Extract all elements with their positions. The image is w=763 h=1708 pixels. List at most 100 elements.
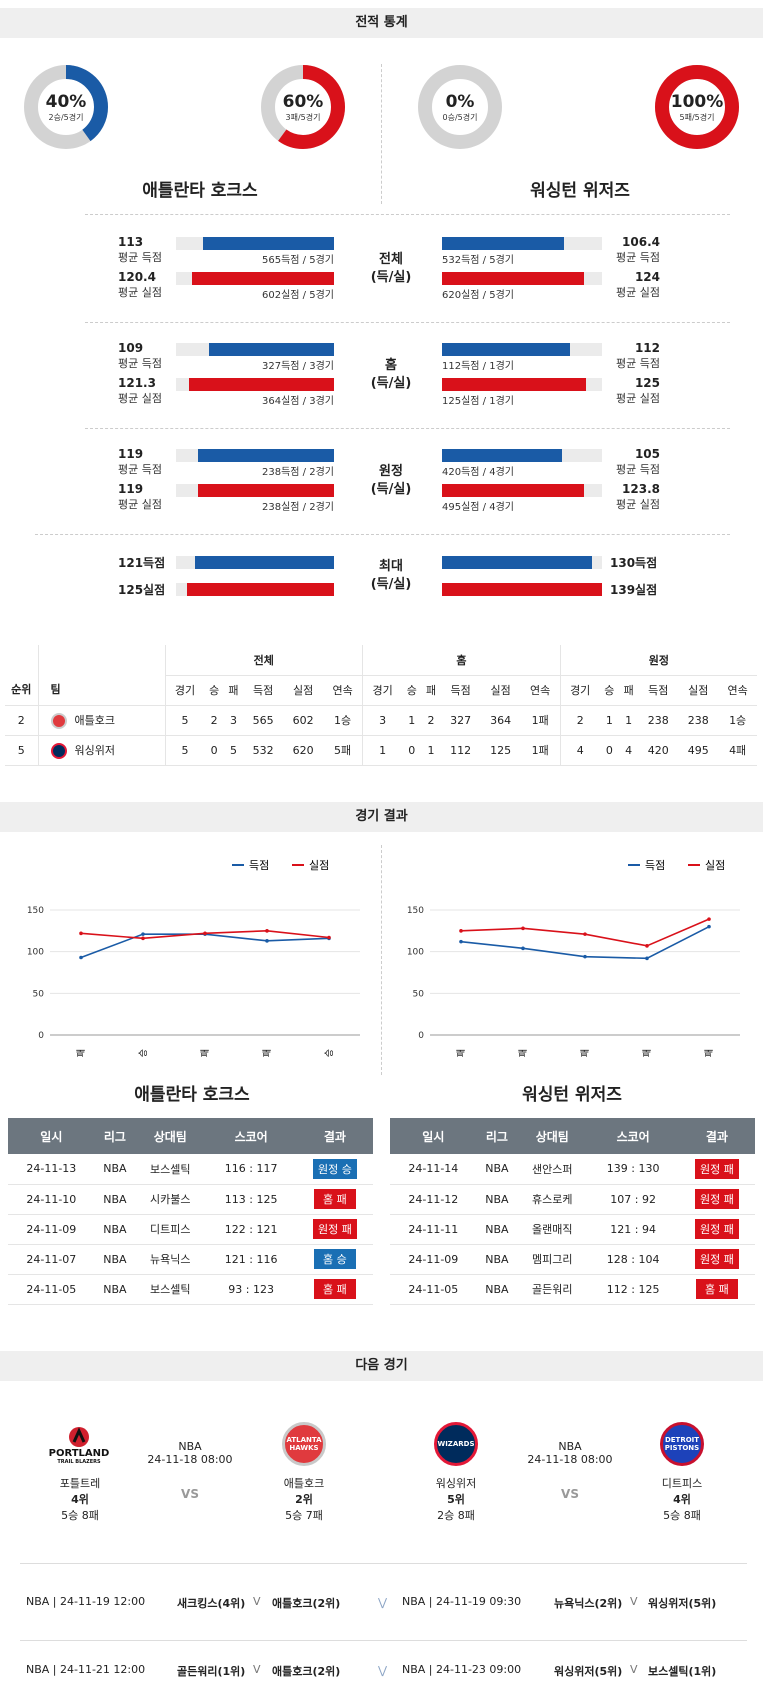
schedule-left-vs: V [253, 1595, 261, 1608]
next-right-home: 워싱위저 5위 2승 8패 [435, 1477, 477, 1522]
left-win-sub: 2승/5경기 [48, 113, 84, 122]
results-score: 121 : 116 [205, 1244, 297, 1275]
results-header: 스코어 [587, 1118, 679, 1154]
result-badge: 원정 패 [695, 1219, 739, 1239]
left-lost-text: 602실점 / 5경기 [262, 290, 334, 301]
results-score: 93 : 123 [205, 1274, 297, 1305]
standings-row: 2 애틀호크 5 2 3 565 602 1승 3 1 2 327 364 1패 2 1 1 238 238 1승 [5, 705, 757, 736]
divider [85, 214, 730, 215]
schedule-right-info: NBA | 24-11-19 09:30 [402, 1595, 522, 1608]
wizards-logo-icon [50, 742, 67, 759]
result-badge: 홈 패 [313, 1279, 356, 1299]
results-row: 24-11-12 NBA 휴스로케 107 : 92 원정 패 [390, 1184, 755, 1215]
stat-cell: 5패 [323, 735, 364, 766]
right-avg-lost: 124 [634, 270, 660, 284]
legend-label: 득점 [249, 859, 269, 872]
team-name[interactable]: 워싱위저 [74, 743, 115, 757]
schedule-left-team-b[interactable]: 애틀호크(2위) [272, 1597, 341, 1610]
stat-cell: 3 [362, 705, 403, 736]
results-opp: 휴스로케 [517, 1184, 588, 1215]
results-league: NBA [476, 1154, 518, 1185]
stat-cell: 327 [440, 705, 481, 736]
max-left-score: 121득점 [118, 556, 166, 570]
wizards-logo-icon-next: WIZARDS [434, 1422, 478, 1466]
left-win-donut [24, 65, 108, 149]
results-league: NBA [476, 1214, 518, 1245]
schedule-left-team-a[interactable]: 새크킹스(4위) [177, 1597, 246, 1610]
team-name[interactable]: 애틀호크 [74, 713, 115, 727]
right-score-text: 112득점 / 1경기 [442, 361, 514, 372]
stat-cell: 1승 [323, 705, 364, 736]
hawks-logo-icon [50, 712, 67, 729]
chevron-down-icon: ⋁ [378, 1664, 388, 1677]
x-tick-label: 패 [642, 1049, 653, 1057]
schedule-right-team-a[interactable]: 워싱위저(5위) [554, 1665, 623, 1678]
data-point [645, 944, 649, 948]
results-header: 결과 [296, 1118, 373, 1154]
right-score-text: 420득점 / 4경기 [442, 467, 514, 478]
results-score: 128 : 104 [587, 1244, 679, 1275]
stat-group-label: 원정 (득/실) [370, 464, 412, 497]
schedule-right-team-b[interactable]: 워싱위저(5위) [648, 1597, 717, 1610]
schedule-right-vs: V [630, 1663, 638, 1676]
next-right-away: 디트피스 4위 5승 8패 [661, 1477, 703, 1522]
group-away: 원정 [560, 645, 757, 676]
stat-cell: 125 [480, 735, 521, 766]
results-date: 24-11-12 [390, 1184, 477, 1215]
left-avg-lost-label: 평균 실점 [118, 286, 162, 299]
result-badge: 원정 패 [695, 1249, 739, 1269]
stat-cell: 4 [560, 735, 600, 766]
results-header: 리그 [476, 1118, 518, 1154]
right-lost-text: 125실점 / 1경기 [442, 396, 514, 407]
results-header: 상대팀 [517, 1118, 588, 1154]
results-result: 원정 패 [678, 1184, 755, 1215]
schedule-left-team-b[interactable]: 애틀호크(2위) [272, 1665, 341, 1678]
result-badge: 원정 승 [313, 1158, 357, 1179]
results-opp: 올랜매직 [517, 1214, 588, 1245]
schedule-right-team-b[interactable]: 보스셀틱(1위) [648, 1665, 717, 1678]
schedule-right-team-a[interactable]: 뉴욕닉스(2위) [554, 1597, 623, 1610]
results-date: 24-11-09 [390, 1244, 477, 1275]
group-home: 홈 [362, 645, 561, 676]
results-header: 스코어 [205, 1118, 297, 1154]
results-row: 24-11-10 NBA 시카불스 113 : 125 홈 패 [8, 1184, 373, 1215]
results-league: NBA [476, 1274, 518, 1305]
schedule-right-info: NBA | 24-11-23 09:00 [402, 1663, 522, 1676]
stat-cell: 620 [283, 735, 324, 766]
team-cell: 워싱위저 [38, 735, 166, 766]
rank-cell: 2 [5, 705, 39, 736]
y-tick-label: 150 [27, 906, 44, 916]
results-league: NBA [94, 1184, 136, 1215]
pistons-logo-icon: DETROIT PISTONS [660, 1422, 704, 1466]
result-badge: 홈 패 [695, 1279, 738, 1299]
stat-cell: 1 [362, 735, 403, 766]
results-score: 112 : 125 [587, 1274, 679, 1305]
x-tick-label: 패 [200, 1049, 211, 1057]
legend-label: 득점 [645, 859, 665, 872]
results-opp: 시카불스 [135, 1184, 206, 1215]
right-score-bar [442, 449, 562, 462]
results-date: 24-11-07 [8, 1244, 95, 1275]
results-result: 홈 승 [296, 1244, 373, 1275]
subheader-cell: 패 [223, 675, 244, 706]
subheader-cell: 득점 [440, 675, 481, 706]
x-tick-label: 패 [580, 1049, 591, 1057]
results-score: 122 : 121 [205, 1214, 297, 1245]
results-header: 일시 [8, 1118, 95, 1154]
left-avg-lost-label: 평균 실점 [118, 498, 162, 511]
left-results-chart: 득점 실점 0 50 100 150 패 승 패 패 승 [27, 859, 360, 1057]
x-tick-label: 패 [704, 1049, 715, 1057]
schedule-left-team-a[interactable]: 골든워리(1위) [177, 1665, 246, 1678]
divider [85, 322, 730, 323]
results-date: 24-11-09 [8, 1214, 95, 1245]
standings-table: 순위 팀 전체 홈 원정 경기 승 패 득점 실점 연속 경기 승 패 득점 실점 연속 경기 승 패 득점 실… [5, 645, 757, 766]
data-point [327, 935, 331, 940]
stat-cell: 4 [618, 735, 639, 766]
next-right-info: NBA 24-11-18 08:00 [527, 1440, 613, 1466]
max-left-score-bar [194, 556, 334, 569]
right-team-name-results: 워싱턴 위저즈 [522, 1085, 622, 1105]
results-opp: 샌안스퍼 [517, 1154, 588, 1185]
y-tick-label: 0 [38, 1031, 44, 1041]
left-lost-bar [188, 378, 334, 391]
stat-cell: 112 [440, 735, 481, 766]
